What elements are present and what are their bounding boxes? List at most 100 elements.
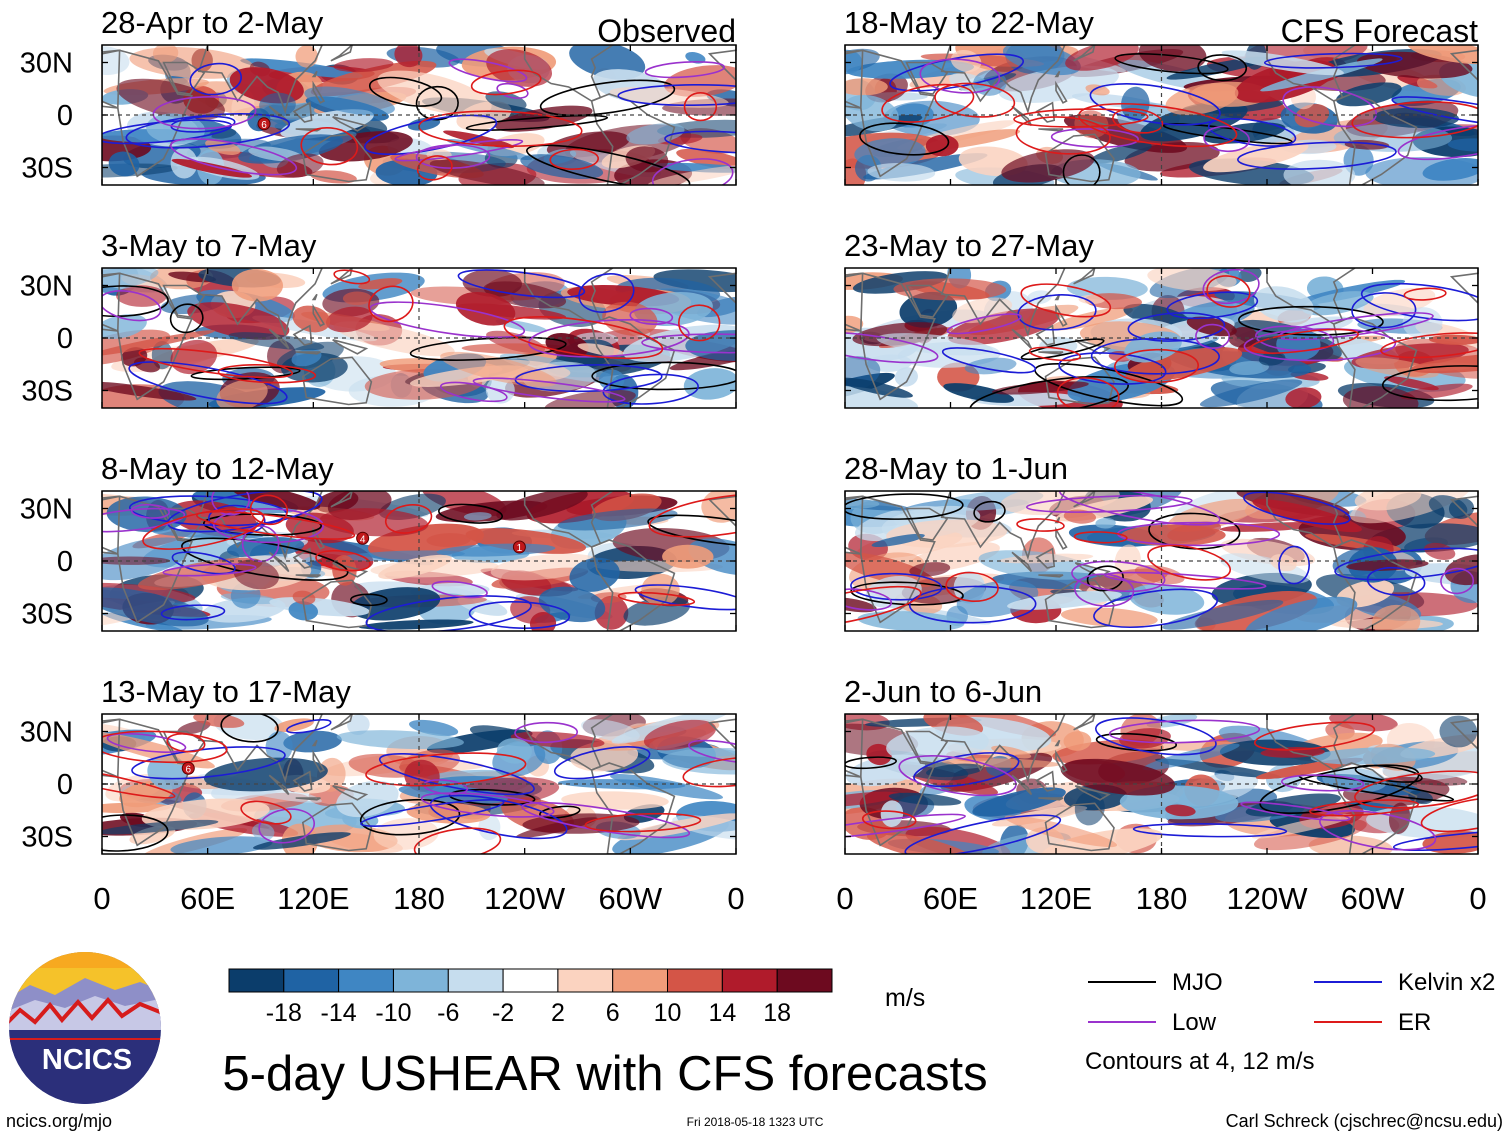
contour-kelvin-x2 xyxy=(1095,717,1217,756)
shading-blob xyxy=(845,597,877,613)
contour-kelvin-x2 xyxy=(904,814,1062,854)
contour-er xyxy=(138,347,294,379)
shading-blob xyxy=(1218,553,1311,584)
y-tick-label: 30N xyxy=(20,494,73,526)
shading-blob xyxy=(883,100,980,137)
legend-label: Kelvin x2 xyxy=(1398,969,1495,996)
coastline xyxy=(1266,45,1357,102)
x-tick-label: 0 xyxy=(727,881,744,916)
contour-mjo xyxy=(102,285,169,318)
coastline xyxy=(332,116,369,132)
shading-blob xyxy=(926,763,984,778)
coastline xyxy=(312,526,326,550)
shading-blob xyxy=(102,819,219,835)
shading-blob xyxy=(265,731,293,763)
contour-kelvin-x2 xyxy=(908,585,1037,624)
shading-blob xyxy=(288,601,319,621)
coastline xyxy=(1038,797,1064,801)
shading-blob xyxy=(1221,50,1344,76)
contour-er xyxy=(1114,348,1199,384)
contour-er xyxy=(1016,518,1065,532)
contour-er xyxy=(1056,377,1120,408)
contour-mjo xyxy=(859,122,950,156)
coastline xyxy=(845,49,864,109)
contour-er xyxy=(1028,346,1082,362)
contour-low xyxy=(496,82,529,99)
shading-blob xyxy=(253,832,351,850)
coastline xyxy=(523,714,615,771)
shading-blob xyxy=(1203,141,1309,173)
x-tick-label: 180 xyxy=(393,881,445,916)
shading-blob xyxy=(991,381,1089,395)
contour-kelvin-x2 xyxy=(378,752,535,796)
storm-marker: 6 xyxy=(257,117,271,131)
coastline xyxy=(1073,714,1096,731)
shading-blob xyxy=(336,780,399,818)
shading-blob xyxy=(909,562,951,577)
coastline xyxy=(1332,762,1418,854)
shading-blob xyxy=(350,587,441,621)
x-tick-label: 120W xyxy=(484,881,566,916)
shading-blob xyxy=(102,46,130,75)
coastline xyxy=(905,284,949,318)
contour-er xyxy=(678,304,721,342)
legend-label: MJO xyxy=(1172,969,1223,996)
shading-blob xyxy=(1162,599,1284,630)
shading-blob xyxy=(529,611,557,631)
coastline xyxy=(940,714,1066,784)
coastline xyxy=(102,272,121,332)
contour-kelvin-x2 xyxy=(1360,282,1478,322)
contour-er xyxy=(1020,283,1112,318)
shading-blob xyxy=(426,729,533,754)
contour-er xyxy=(368,285,414,323)
coastline xyxy=(707,49,736,82)
coastline xyxy=(1332,539,1418,631)
legend-item: MJO xyxy=(1088,969,1223,996)
ncics-logo: NCICS xyxy=(9,952,161,1104)
shading-blob xyxy=(325,306,373,333)
coastline xyxy=(330,268,353,285)
coastline xyxy=(1054,739,1061,747)
coastline xyxy=(1449,49,1478,82)
contour-low xyxy=(644,60,726,79)
contour-low xyxy=(106,732,187,753)
legend-item: Kelvin x2 xyxy=(1314,969,1495,996)
shading-blob xyxy=(609,86,729,108)
contour-kelvin-x2 xyxy=(1207,117,1297,147)
contour-kelvin-x2 xyxy=(468,600,571,630)
shading-blob xyxy=(171,158,252,178)
contour-er xyxy=(861,810,917,830)
contour-er xyxy=(1112,108,1164,134)
colorbar-swatch xyxy=(557,968,614,993)
contour-er xyxy=(1380,332,1478,359)
shading-blob xyxy=(925,134,959,157)
shading-blob xyxy=(1078,294,1106,305)
contour-er xyxy=(881,83,975,123)
contour-low xyxy=(369,301,526,339)
legend-item: Low xyxy=(1088,1009,1217,1036)
contour-kelvin-x2 xyxy=(128,361,288,405)
storm-number: 6 xyxy=(186,764,192,775)
coastline xyxy=(1055,526,1068,550)
map-panel: 28-May to 1-Jun xyxy=(844,451,1479,632)
shading-blob xyxy=(251,823,275,841)
shading-blob xyxy=(991,745,1032,759)
footer-url[interactable]: ncics.org/mjo xyxy=(6,1111,112,1131)
coastline xyxy=(707,272,736,305)
forecast-header: CFS Forecast xyxy=(1281,13,1478,49)
shading-blob xyxy=(1065,45,1139,71)
contour-low xyxy=(688,739,736,764)
map-panel: 23-May to 27-May xyxy=(844,228,1479,409)
coastline xyxy=(268,551,290,573)
shading-blob xyxy=(152,45,179,64)
storm-marker: 6 xyxy=(181,761,195,775)
logo-text: NCICS xyxy=(42,1044,132,1076)
y-tick-label: 30S xyxy=(21,376,73,408)
colorbar-label: 14 xyxy=(708,999,736,1027)
contour-low xyxy=(1203,125,1250,153)
map-panel: 30N 0 30S 3-May to 7-May xyxy=(20,228,737,409)
y-tick-label: 30S xyxy=(21,153,73,185)
contour-kelvin-x2 xyxy=(553,746,651,780)
coastline xyxy=(845,272,864,332)
